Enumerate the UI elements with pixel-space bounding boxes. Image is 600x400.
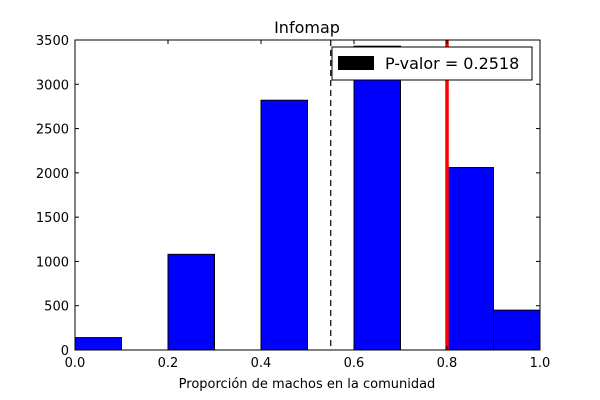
histogram-bar-5 — [493, 309, 541, 351]
reference-lines — [330, 40, 449, 350]
y-tick-label: 2000 — [36, 167, 69, 182]
x-tick-label: 0.0 — [65, 356, 86, 371]
x-tick-label: 1.0 — [530, 356, 551, 371]
chart-title: Infomap — [274, 18, 340, 37]
y-tick-label: 2500 — [36, 123, 69, 138]
x-axis-ticks: 0.0 0.2 0.4 0.6 0.8 1.0 — [65, 40, 551, 371]
y-tick-label: 3000 — [36, 78, 69, 93]
histogram-bar-0 — [74, 337, 122, 351]
legend-label: P-valor = 0.2518 — [385, 54, 519, 73]
y-tick-label: 3500 — [36, 34, 69, 49]
legend-swatch — [338, 56, 374, 70]
y-tick-label: 1500 — [36, 211, 69, 226]
y-tick-label: 500 — [44, 300, 69, 315]
x-tick-label: 0.6 — [344, 356, 365, 371]
histogram-bar-1 — [167, 253, 215, 351]
x-tick-label: 0.2 — [158, 356, 179, 371]
histogram-bar-2 — [260, 99, 308, 351]
y-tick-label: 0 — [61, 344, 69, 359]
x-tick-label: 0.8 — [437, 356, 458, 371]
histogram-bar-4 — [446, 167, 494, 351]
y-axis-ticks: 0 500 1000 1500 2000 2500 3000 3500 — [36, 34, 540, 359]
x-axis-label: Proporción de machos en la comunidad — [179, 377, 436, 392]
bars-group — [74, 45, 541, 351]
x-tick-label: 0.4 — [251, 356, 272, 371]
y-tick-label: 1000 — [36, 255, 69, 270]
plot-frame — [74, 39, 541, 351]
histogram-bar-3 — [353, 45, 401, 351]
legend: P-valor = 0.2518 — [331, 46, 533, 81]
